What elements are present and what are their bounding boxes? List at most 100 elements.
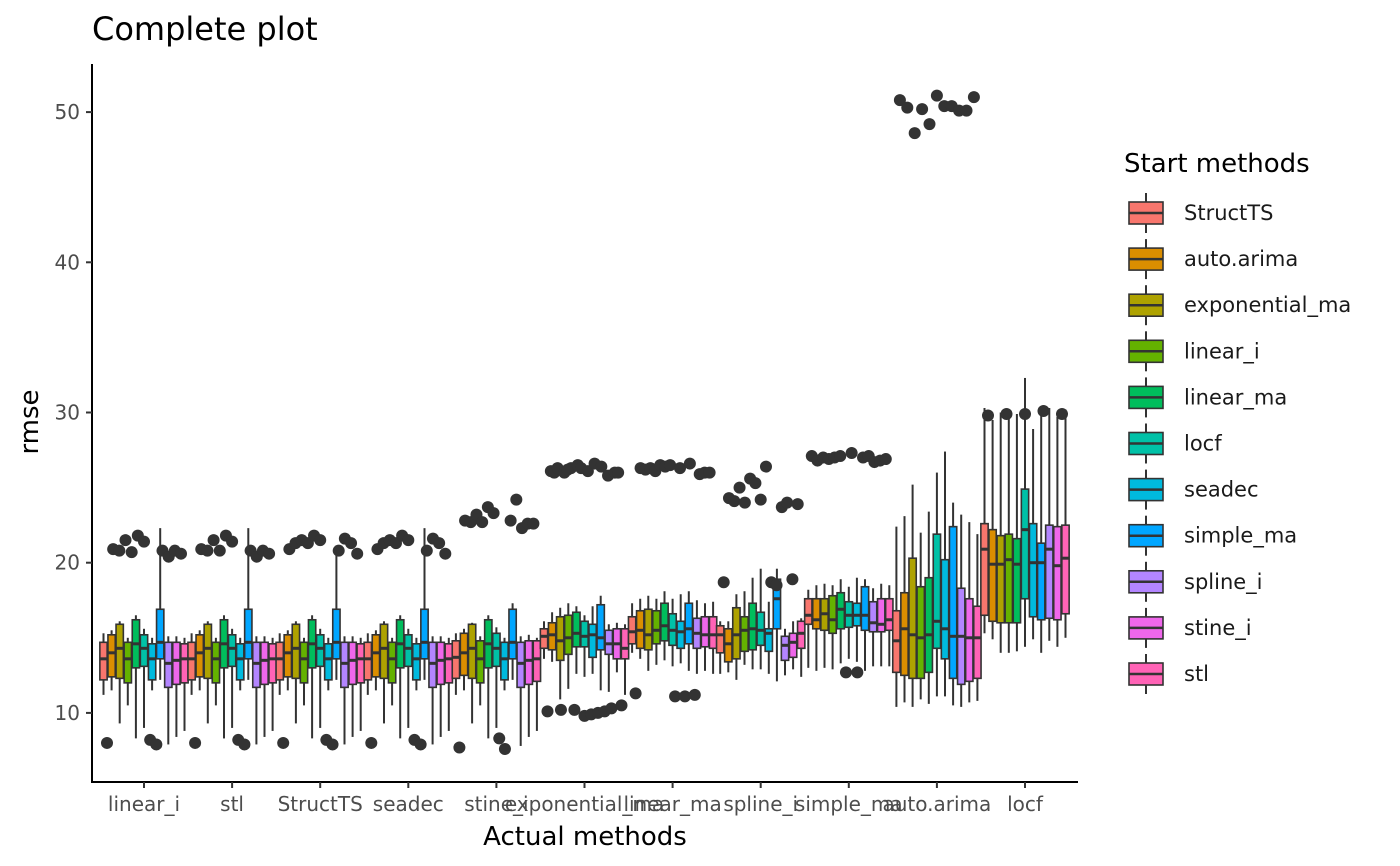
outlier-point [476,516,489,529]
outlier-point [439,547,452,560]
box-spline_i [340,641,349,689]
box-auto.arima [547,621,557,651]
box-stine_i [260,641,269,686]
outlier-point [527,517,540,530]
box-linear_ma [836,591,846,630]
y-axis-title: rmse [15,389,45,454]
box-StructTS [187,641,197,681]
legend-item-linear_i: linear_i [1128,331,1260,372]
box-linear_i [123,641,133,684]
legend-label: stl [1184,662,1209,686]
outlier-point [226,535,239,548]
outlier-point [759,460,772,473]
outlier-point [615,699,628,712]
outlier-point [314,534,327,547]
box-stl [1061,524,1070,615]
box-locf [491,632,501,668]
legend-label: StructTS [1184,201,1273,225]
box-exponential_ma [555,615,565,662]
box-linear_i [299,641,309,684]
outlier-point [851,666,864,679]
outlier-point [664,459,677,472]
box-stine_i [348,641,358,686]
box-linear_i [740,615,749,653]
box-spline_i [780,635,790,662]
box-exponential_ma [996,534,1006,624]
box-linear_i [475,640,485,684]
box-stine_i [436,641,446,686]
outlier-point [717,576,730,589]
box-stl [532,640,542,683]
box-auto.arima [371,633,381,678]
outlier-point [453,741,466,754]
outlier-point [150,738,163,751]
box-spline_i [251,641,261,689]
box-linear_ma [571,611,581,648]
y-tick-label: 30 [55,401,80,425]
outlier-point [703,466,716,479]
box-StructTS [715,624,725,654]
legend-label: locf [1184,432,1222,456]
box-exponential_ma [379,623,389,680]
outlier-point [674,462,686,475]
outlier-point [125,546,138,559]
outlier-point [213,544,226,557]
box-seadec [500,641,509,681]
outlier-point [1056,408,1068,421]
box-group-exponential_ma [539,457,630,722]
box-linear_ma [748,602,758,651]
x-tick-label: linear_i [108,792,180,816]
outlier-point [749,477,762,490]
box-StructTS [803,597,813,626]
legend-label: linear_ma [1184,385,1287,410]
legend-label: linear_i [1184,339,1260,364]
outlier-point [119,534,132,547]
outlier-point [908,127,921,140]
plot-panel [99,89,1070,755]
box-linear_i [387,641,397,684]
outlier-point [345,537,358,550]
x-tick-label: stine_i [464,792,528,816]
legend-item-spline_i: spline_i [1128,561,1263,602]
box-spline_i [868,600,878,633]
outlier-point [770,579,783,592]
box-simple_ma [1036,542,1046,621]
box-auto.arima [283,633,293,678]
outlier-point [510,493,523,506]
outlier-point [605,702,618,715]
outlier-point [669,690,682,703]
outlier-point [901,101,914,114]
box-linear_i [828,594,838,635]
box-stl [708,615,718,650]
y-tick-label: 40 [55,250,80,274]
x-axis-title: Actual methods [483,822,687,852]
outlier-point [834,450,847,463]
outlier-point [420,544,433,557]
box-locf [1020,488,1030,600]
outlier-point [138,535,150,548]
box-auto.arima [811,597,821,630]
outlier-point [433,537,446,550]
outlier-point [402,534,415,547]
x-tick-label: StructTS [278,792,363,816]
outlier-point [893,94,906,107]
box-locf [403,633,413,668]
box-locf [315,633,325,668]
x-tick-label: spline_i [723,792,798,816]
outlier-point [504,514,517,527]
box-spline_i [428,641,438,689]
outlier-point [332,544,345,557]
box-linear_ma [924,576,934,674]
box-seadec [411,643,421,681]
outlier-point [595,460,608,473]
x-tick-label: simple_ma [795,792,903,816]
box-auto.arima [723,627,733,663]
box-linear_i [651,609,661,645]
box-stl [884,597,894,632]
x-tick-label: locf [1007,792,1044,816]
outlier-point [175,547,187,560]
box-exponential_ma [908,557,918,680]
legend-label: stine_i [1184,616,1252,641]
outlier-point [263,547,276,560]
outlier-point [414,738,427,751]
